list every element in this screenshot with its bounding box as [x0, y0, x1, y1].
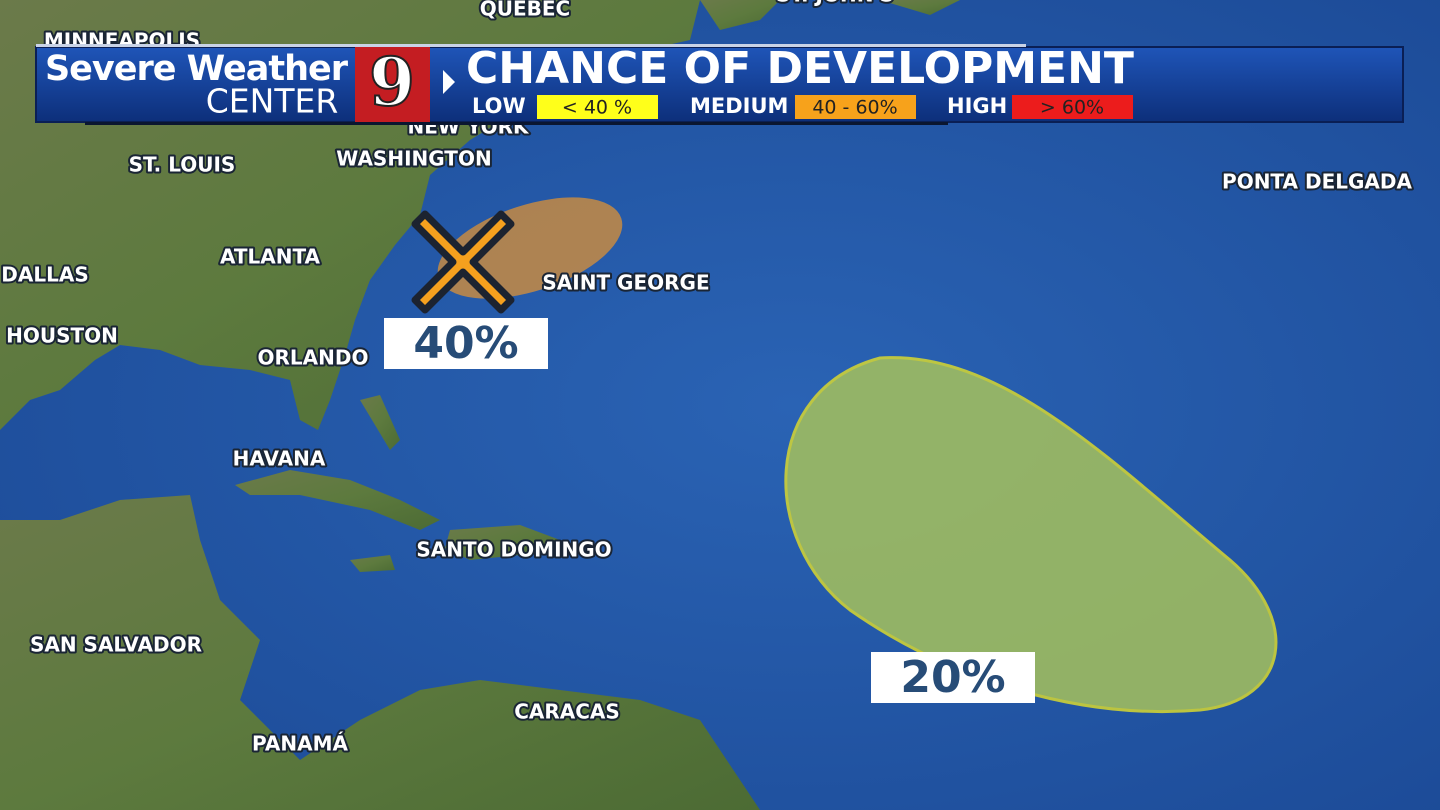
legend-label: HIGH: [947, 94, 1007, 118]
city-label: HOUSTON: [6, 324, 118, 348]
legend-range: 40 - 60%: [812, 97, 897, 119]
logo: 9: [369, 43, 415, 121]
city-label: DALLAS: [1, 263, 88, 287]
legend-range: < 40 %: [562, 97, 632, 119]
legend-swatch: [1012, 95, 1133, 119]
city-label: ATLANTA: [220, 245, 321, 269]
city-label: SAINT GEORGE: [542, 271, 709, 295]
chance-labels: 40% 20%: [384, 318, 1035, 703]
city-label: ORLANDO: [258, 346, 369, 370]
city-label: PONTA DELGADA: [1222, 170, 1412, 194]
city-label: ST. LOUIS: [129, 153, 236, 177]
legend-label: LOW: [472, 94, 526, 118]
legend-range: > 60%: [1040, 97, 1104, 119]
legend: LOW < 40 % MEDIUM 40 - 60% HIGH > 60%: [472, 94, 1133, 119]
chance-label: 40%: [413, 318, 518, 369]
brand: CENTER: [206, 82, 339, 121]
city-label: WASHINGTON: [336, 147, 491, 171]
city-label: SANTO DOMINGO: [416, 538, 611, 562]
city-label: CARACAS: [514, 700, 620, 724]
header-rule: [85, 122, 948, 125]
header: Severe Weather CENTER 9 CHANCE OF DEVELO…: [35, 42, 1404, 125]
title: CHANCE OF DEVELOPMENT: [466, 43, 1134, 94]
arrow: [443, 70, 455, 94]
city-label: ST. JOHN'S: [776, 0, 894, 7]
storm-marker: [411, 210, 515, 314]
city-label: SAN SALVADOR: [30, 633, 202, 657]
brand: Severe Weather: [45, 49, 349, 89]
legend-swatch: [537, 95, 658, 119]
chance-label: 20%: [900, 652, 1005, 703]
chance-box: [384, 318, 548, 369]
city-label: QUÉBEC: [480, 0, 571, 21]
header-bar: [35, 46, 1404, 123]
header-rule: [36, 44, 1026, 47]
area-layer: [411, 197, 1278, 714]
chance-box: [871, 652, 1035, 703]
logo-box: [355, 47, 430, 122]
city-label: HAVANA: [233, 447, 326, 471]
legend-swatch: [795, 95, 916, 119]
legend-label: MEDIUM: [690, 94, 788, 118]
city-label: PANAMÁ: [252, 732, 348, 756]
development-area: [784, 356, 1278, 714]
